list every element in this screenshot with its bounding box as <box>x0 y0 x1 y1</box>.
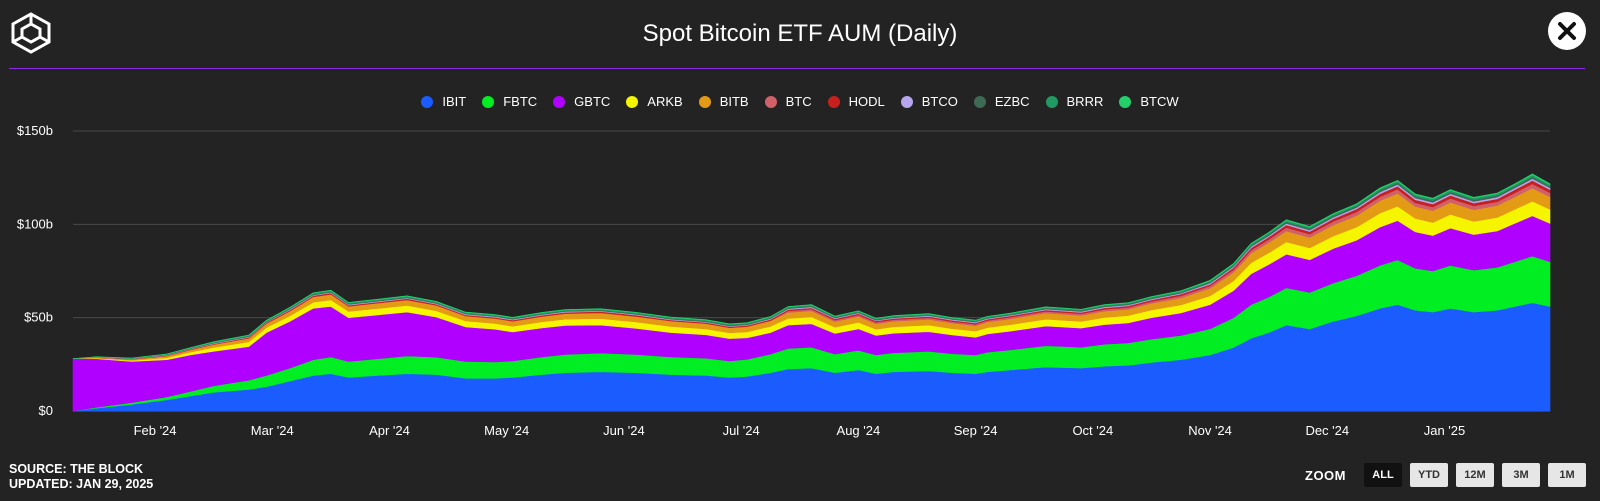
legend-swatch <box>482 95 495 108</box>
header-divider <box>9 68 1585 69</box>
source-note: SOURCE: THE BLOCK UPDATED: JAN 29, 2025 <box>9 462 153 492</box>
x-tick-label: Sep '24 <box>954 423 998 438</box>
updated-text: UPDATED: JAN 29, 2025 <box>9 477 154 491</box>
chart-legend: IBIT FBTC GBTC ARKB BITB BTC HODL BTCO EZBC BRRR B… <box>0 94 1600 109</box>
legend-item-btcw[interactable]: BTCW <box>1119 94 1179 109</box>
legend-item-btc[interactable]: BTC <box>764 94 812 109</box>
y-tick-label: $50b <box>24 310 53 325</box>
x-tick-label: Jun '24 <box>603 423 645 438</box>
x-tick-label: Feb '24 <box>134 423 177 438</box>
legend-item-hodl[interactable]: HODL <box>827 94 885 109</box>
area-series-btcw <box>72 173 1551 359</box>
legend-label: BTCW <box>1140 94 1179 109</box>
y-tick-label: $150b <box>17 123 53 138</box>
chart-title: Spot Bitcoin ETF AUM (Daily) <box>642 20 958 47</box>
source-text: SOURCE: THE BLOCK <box>9 462 144 476</box>
legend-label: BRRR <box>1066 94 1104 109</box>
legend-item-bitb[interactable]: BITB <box>698 94 749 109</box>
legend-swatch <box>973 95 986 108</box>
legend-item-arkb[interactable]: ARKB <box>626 94 683 109</box>
legend-swatch <box>421 95 434 108</box>
legend-label: HODL <box>848 94 885 109</box>
legend-label: GBTC <box>574 94 611 109</box>
legend-label: FBTC <box>503 94 538 109</box>
y-axis-labels: $0 $50b $100b $150b <box>17 123 53 418</box>
legend-swatch <box>698 95 711 108</box>
legend-item-ibit[interactable]: IBIT <box>421 94 466 109</box>
legend-swatch <box>1119 95 1132 108</box>
legend-label: BITB <box>719 94 749 109</box>
x-axis-labels: Feb '24 Mar '24 Apr '24 May '24 Jun '24 Jul '… <box>134 423 1466 438</box>
x-tick-label: Dec '24 <box>1305 423 1349 438</box>
x-tick-label: Oct '24 <box>1072 423 1113 438</box>
the-block-logo-icon <box>11 12 51 54</box>
zoom-label: ZOOM <box>1305 467 1346 483</box>
close-button[interactable] <box>1548 12 1586 50</box>
zoom-button-1m[interactable]: 1M <box>1548 463 1586 487</box>
zoom-button-all[interactable]: ALL <box>1364 463 1402 487</box>
legend-label: BTCO <box>921 94 958 109</box>
x-tick-label: Nov '24 <box>1188 423 1232 438</box>
y-tick-label: $100b <box>17 216 53 231</box>
zoom-button-ytd[interactable]: YTD <box>1410 463 1448 487</box>
legend-item-gbtc[interactable]: GBTC <box>553 94 610 109</box>
close-icon <box>1558 22 1576 40</box>
x-tick-label: Jan '25 <box>1424 423 1466 438</box>
legend-label: BTC <box>785 94 812 109</box>
zoom-controls: ZOOM ALL YTD 12M 3M 1M <box>1305 463 1586 487</box>
legend-item-ezbc[interactable]: EZBC <box>973 94 1030 109</box>
legend-swatch <box>1045 95 1058 108</box>
y-tick-label: $0 <box>39 403 53 418</box>
legend-item-btco[interactable]: BTCO <box>900 94 958 109</box>
x-tick-label: Mar '24 <box>251 423 294 438</box>
zoom-button-3m[interactable]: 3M <box>1502 463 1540 487</box>
x-tick-label: May '24 <box>484 423 529 438</box>
legend-item-brrr[interactable]: BRRR <box>1045 94 1104 109</box>
stacked-areas <box>72 173 1551 412</box>
legend-label: IBIT <box>442 94 467 109</box>
x-tick-label: Aug '24 <box>837 423 881 438</box>
legend-swatch <box>553 95 566 108</box>
legend-swatch <box>626 95 639 108</box>
legend-label: ARKB <box>647 94 683 109</box>
x-tick-label: Apr '24 <box>369 423 410 438</box>
x-tick-label: Jul '24 <box>723 423 760 438</box>
legend-label: EZBC <box>994 94 1030 109</box>
legend-swatch <box>827 95 840 108</box>
legend-swatch <box>900 95 913 108</box>
legend-item-fbtc[interactable]: FBTC <box>482 94 537 109</box>
zoom-button-12m[interactable]: 12M <box>1456 463 1494 487</box>
legend-swatch <box>764 95 777 108</box>
